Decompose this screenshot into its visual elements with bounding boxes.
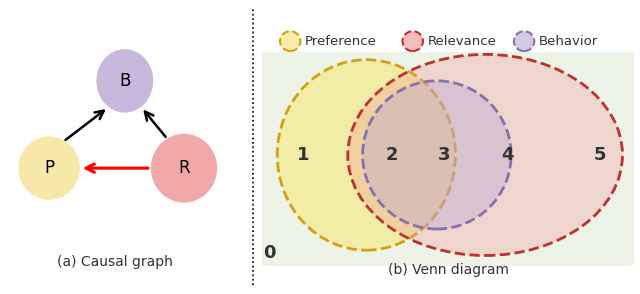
Text: (a) Causal graph: (a) Causal graph xyxy=(58,255,173,269)
Text: 1: 1 xyxy=(297,146,310,164)
Text: P: P xyxy=(44,159,54,177)
Text: 5: 5 xyxy=(594,146,607,164)
FancyBboxPatch shape xyxy=(255,52,637,266)
Ellipse shape xyxy=(18,136,80,200)
Ellipse shape xyxy=(403,31,423,51)
Text: 3: 3 xyxy=(438,146,451,164)
Ellipse shape xyxy=(348,54,623,255)
Ellipse shape xyxy=(363,81,511,229)
Text: Preference: Preference xyxy=(305,35,377,48)
Text: Relevance: Relevance xyxy=(428,35,497,48)
Text: B: B xyxy=(119,72,131,90)
Ellipse shape xyxy=(277,60,456,250)
Text: 0: 0 xyxy=(264,244,276,262)
Text: (b) Venn diagram: (b) Venn diagram xyxy=(387,263,509,277)
Ellipse shape xyxy=(97,49,153,113)
Text: R: R xyxy=(178,159,190,177)
Ellipse shape xyxy=(514,31,534,51)
Text: 4: 4 xyxy=(501,146,514,164)
Ellipse shape xyxy=(151,134,217,203)
Text: 2: 2 xyxy=(386,146,399,164)
Ellipse shape xyxy=(280,31,300,51)
Text: Behavior: Behavior xyxy=(539,35,598,48)
